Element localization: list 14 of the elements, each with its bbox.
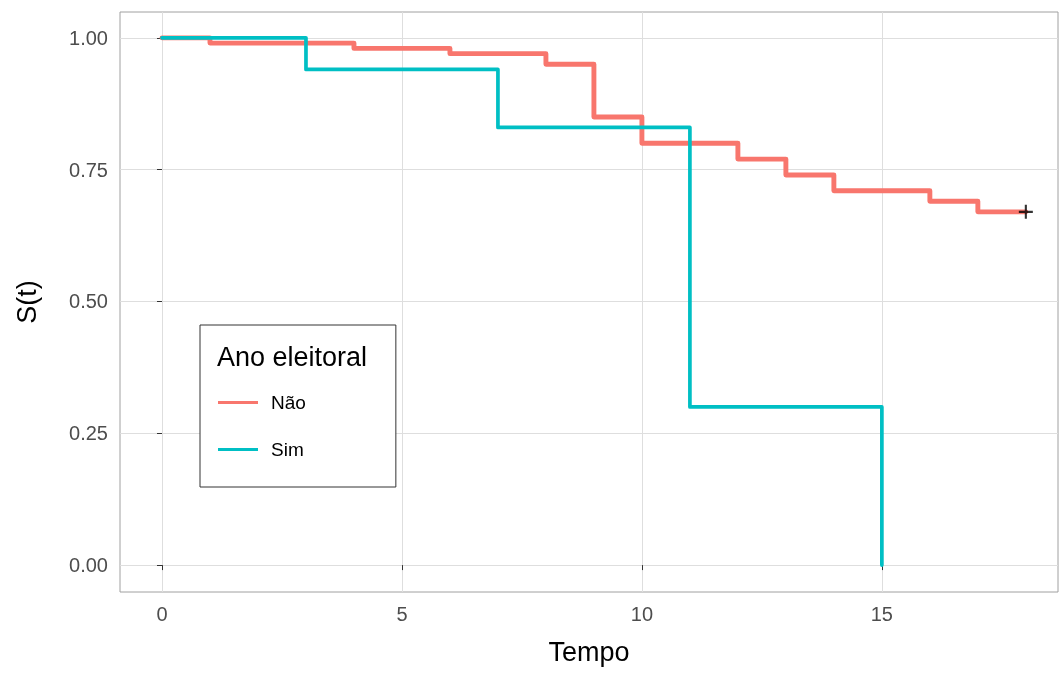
y-tick-label: 0.25	[69, 422, 108, 445]
x-tick-label: 5	[396, 603, 408, 625]
y-tick-label: 1.00	[69, 26, 108, 49]
y-tick-label: 0.75	[69, 158, 108, 181]
x-tick-label: 15	[870, 603, 893, 625]
x-tick-label: 0	[156, 603, 168, 625]
y-tick-label: 0.00	[69, 554, 108, 577]
x-axis-title: Tempo	[548, 636, 630, 667]
y-axis-title: S(t)	[11, 280, 42, 324]
x-tick-label: 10	[630, 603, 654, 625]
legend-label: Sim	[271, 439, 304, 460]
y-tick-label: 0.50	[69, 290, 108, 313]
legend-label: Não	[271, 392, 306, 413]
legend-title: Ano eleitoral	[217, 341, 368, 372]
